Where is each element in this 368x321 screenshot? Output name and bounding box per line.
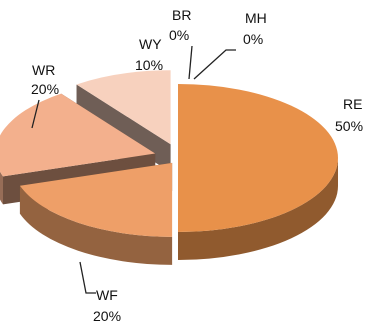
label-name-wy: WY <box>139 36 162 52</box>
label-name-br: BR <box>172 7 191 23</box>
label-name-wf: WF <box>96 287 118 303</box>
slice-re-side-0 <box>178 158 338 260</box>
slice-wf-side-0 <box>19 185 173 265</box>
label-name-wr: WR <box>32 62 55 78</box>
label-value-wy: 10% <box>135 57 163 73</box>
label-value-wr: 20% <box>31 81 59 97</box>
label-value-re: 50% <box>335 118 363 134</box>
pie-slices <box>0 70 338 265</box>
slice-re-top <box>178 84 338 232</box>
leader-line-mh <box>193 49 236 80</box>
leader-line-wf <box>79 261 96 294</box>
label-name-mh: MH <box>245 10 267 26</box>
slice-re <box>178 84 338 260</box>
slice-wr-top <box>0 93 156 177</box>
label-value-wf: 20% <box>93 308 121 321</box>
label-value-br: 0% <box>169 27 189 43</box>
pie-labels: RE 50% WF 20% WR 20% WY 10% BR 0% MH 0% <box>31 7 363 321</box>
label-value-mh: 0% <box>243 31 263 47</box>
slice-wf <box>19 162 173 265</box>
leader-line-br <box>188 45 193 80</box>
slice-wy-top <box>76 70 171 145</box>
leader-line-wr <box>31 99 40 129</box>
slice-wr-side-0 <box>0 171 4 205</box>
label-name-re: RE <box>343 96 362 112</box>
slice-wf-top <box>19 162 173 237</box>
